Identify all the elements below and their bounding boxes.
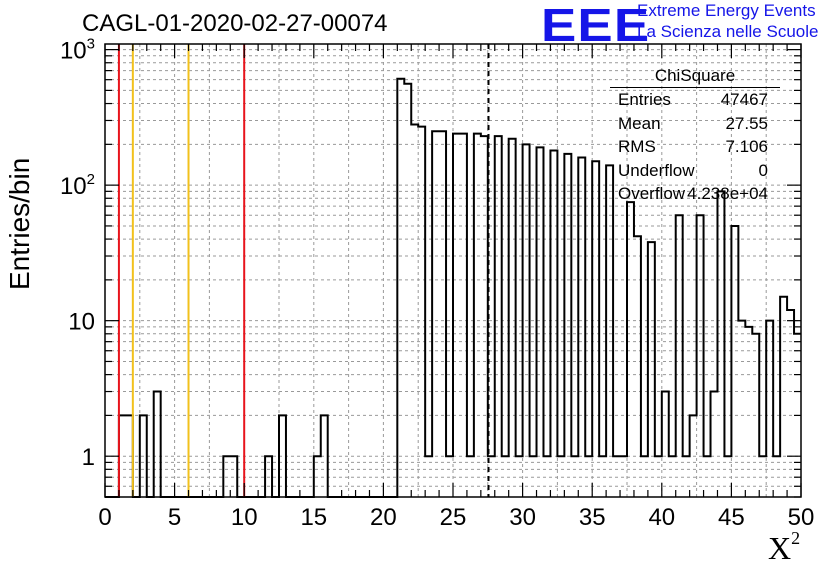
y-tick-label: 1 <box>82 444 95 471</box>
x-axis-label-superscript: 2 <box>791 528 801 548</box>
x-tick-label: 0 <box>98 504 111 531</box>
stats-row-overflow: Overflow 4.238e+04 <box>610 182 780 206</box>
stats-value: 7.106 <box>725 137 768 156</box>
x-axis-label: X2 <box>768 528 801 567</box>
y-tick-label: 10 <box>68 309 95 336</box>
x-tick-label: 30 <box>509 504 536 531</box>
stats-value: 47467 <box>720 90 768 109</box>
stats-row-rms: RMS 7.106 <box>610 135 780 159</box>
x-tick-label: 5 <box>168 504 181 531</box>
chart-title: CAGL-01-2020-02-27-00074 <box>82 10 388 37</box>
logo-line-2: La Scienza nelle Scuole <box>637 22 819 41</box>
stats-key: Underflow <box>618 160 695 180</box>
logo-line-1: Extreme Energy Events <box>637 1 816 20</box>
stats-row-underflow: Underflow 0 <box>610 159 780 183</box>
eee-logo: EEE <box>541 0 651 51</box>
y-axis-label: Entries/bin <box>4 157 35 290</box>
stats-value: 4.238e+04 <box>687 184 768 203</box>
x-tick-label: 25 <box>440 504 467 531</box>
stats-box: ChiSquare Entries 47467 Mean 27.55 RMS 7.10… <box>610 66 780 206</box>
stats-key: Overflow <box>618 184 686 203</box>
x-axis-label-text: X <box>768 530 792 566</box>
x-tick-label: 50 <box>788 504 815 531</box>
y-tick-label: 103 <box>60 36 95 65</box>
stats-value: 27.55 <box>725 113 768 133</box>
stats-row-entries: Entries 47467 <box>610 88 780 112</box>
x-tick-label: 20 <box>370 504 397 531</box>
x-tick-label: 10 <box>231 504 258 531</box>
stats-value: 0 <box>758 160 768 180</box>
x-tick-label: 35 <box>579 504 606 531</box>
stats-title: ChiSquare <box>610 66 780 88</box>
stats-key: Mean <box>618 113 661 133</box>
x-tick-label: 45 <box>718 504 745 531</box>
stats-key: RMS <box>618 137 656 156</box>
x-tick-label: 40 <box>648 504 675 531</box>
stats-key: Entries <box>618 90 671 109</box>
y-tick-label: 102 <box>60 171 95 200</box>
stats-row-mean: Mean 27.55 <box>610 112 780 136</box>
x-tick-label: 15 <box>300 504 327 531</box>
